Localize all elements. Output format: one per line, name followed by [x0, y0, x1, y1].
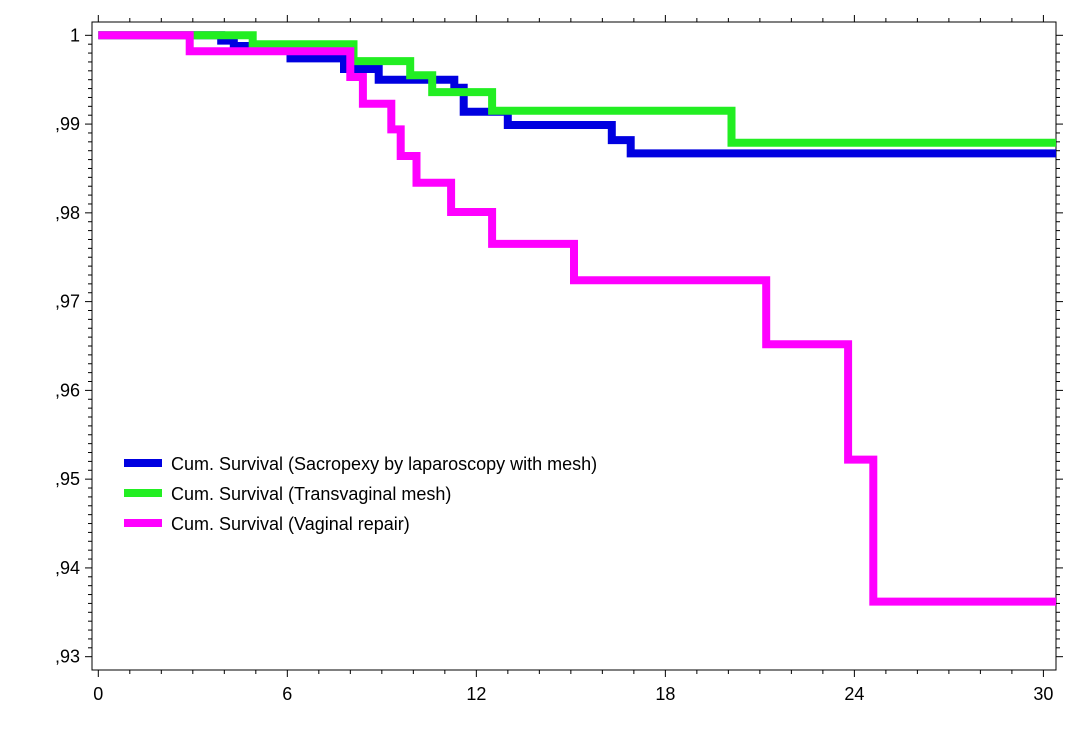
y-tick-label: ,95: [55, 469, 80, 489]
plot-frame: [91, 21, 1057, 671]
x-tick-label: 0: [93, 684, 103, 704]
y-tick-label: ,99: [55, 114, 80, 134]
x-tick-label: 24: [844, 684, 864, 704]
y-tick-label: ,96: [55, 380, 80, 400]
y-tick-label: ,94: [55, 558, 80, 578]
series-line-2: [98, 31, 1056, 147]
y-tick-label: ,93: [55, 647, 80, 667]
x-tick-label: 12: [466, 684, 486, 704]
series-line-1: [98, 31, 1056, 158]
x-tick-label: 6: [282, 684, 292, 704]
x-tick-label: 30: [1033, 684, 1053, 704]
x-tick-label: 18: [655, 684, 675, 704]
legend-label-3: Cum. Survival (Vaginal repair): [171, 514, 410, 534]
legend-label-1: Cum. Survival (Sacropexy by laparoscopy …: [171, 454, 597, 474]
legend-label-2: Cum. Survival (Transvaginal mesh): [171, 484, 451, 504]
y-axis: 1 ,99 ,98 ,97 ,96 ,95 ,94 ,93: [55, 25, 1063, 667]
y-tick-label: ,97: [55, 292, 80, 312]
x-axis: 0 6 12 18 24 30: [93, 15, 1053, 704]
y-tick-label: ,98: [55, 203, 80, 223]
legend: Cum. Survival (Sacropexy by laparoscopy …: [124, 454, 597, 534]
series-line-3: [98, 31, 1056, 606]
y-tick-label: 1: [70, 25, 80, 45]
series-layer: [98, 31, 1056, 606]
